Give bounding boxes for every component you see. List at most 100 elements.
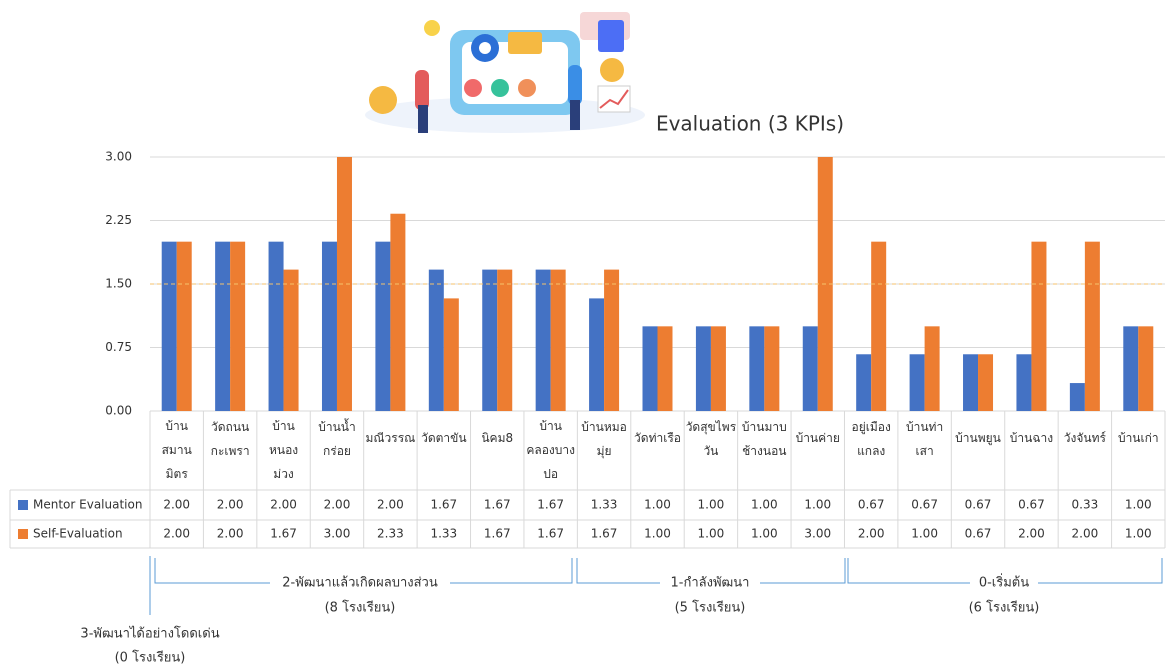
bar bbox=[978, 354, 994, 411]
table-value: 0.67 bbox=[1018, 498, 1045, 512]
bar bbox=[321, 241, 337, 411]
table-value: 1.33 bbox=[591, 498, 618, 512]
group-label: 1-กำลังพัฒนา bbox=[671, 576, 750, 591]
bar bbox=[749, 326, 765, 411]
y-tick-label: 1.50 bbox=[105, 277, 132, 291]
bar bbox=[1138, 326, 1154, 411]
bar bbox=[375, 241, 391, 411]
bar bbox=[215, 241, 231, 411]
table-value: 2.00 bbox=[1072, 527, 1099, 541]
x-tick-label: วัดท่าเรือ bbox=[634, 431, 681, 445]
table-value: 1.00 bbox=[911, 527, 938, 541]
table-value: 1.67 bbox=[430, 498, 457, 512]
bar bbox=[497, 269, 513, 411]
bar bbox=[1084, 241, 1100, 411]
x-tick-label: บ้านค่าย bbox=[796, 431, 840, 445]
table-value: 1.67 bbox=[270, 527, 297, 541]
table-value: 3.00 bbox=[324, 527, 351, 541]
bar bbox=[161, 241, 177, 411]
group-count: (0 โรงเรียน) bbox=[115, 650, 186, 666]
bar bbox=[550, 269, 566, 411]
x-tick-label: อยู่เมืองแกลง bbox=[852, 420, 891, 458]
y-tick-label: 2.25 bbox=[105, 213, 132, 227]
table-value: 1.00 bbox=[751, 498, 778, 512]
bar bbox=[230, 241, 246, 411]
table-value: 1.00 bbox=[804, 498, 831, 512]
bar bbox=[1069, 383, 1085, 411]
group-label: 3-พัฒนาได้อย่างโดดเด่น bbox=[80, 626, 219, 642]
table-value: 1.33 bbox=[430, 527, 457, 541]
table-value: 1.00 bbox=[1125, 527, 1152, 541]
table-value: 2.00 bbox=[270, 498, 297, 512]
table-value: 2.00 bbox=[858, 527, 885, 541]
table-value: 1.67 bbox=[484, 498, 511, 512]
group-count: (5 โรงเรียน) bbox=[675, 600, 746, 616]
bar bbox=[604, 269, 620, 411]
group-label: 0-เริ่มต้น bbox=[979, 574, 1029, 591]
x-tick-label: บ้านพยูน bbox=[955, 431, 1001, 446]
bar bbox=[443, 298, 459, 411]
bar bbox=[871, 241, 887, 411]
x-tick-label: บ้านหมอมุ่ย bbox=[581, 420, 627, 459]
table-value: 0.33 bbox=[1072, 498, 1099, 512]
bar bbox=[336, 157, 352, 411]
table-value: 1.00 bbox=[644, 498, 671, 512]
table-value: 1.67 bbox=[484, 527, 511, 541]
bar bbox=[657, 326, 673, 411]
bar bbox=[856, 354, 872, 411]
x-tick-label: บ้านสมานมิตร bbox=[162, 419, 192, 481]
table-value: 2.00 bbox=[377, 498, 404, 512]
table-value: 2.33 bbox=[377, 527, 404, 541]
bar bbox=[390, 213, 406, 411]
y-tick-label: 3.00 bbox=[105, 150, 132, 164]
bar bbox=[695, 326, 711, 411]
bar bbox=[428, 269, 444, 411]
table-value: 2.00 bbox=[163, 498, 190, 512]
table-value: 1.00 bbox=[751, 527, 778, 541]
bar bbox=[963, 354, 979, 411]
table-value: 0.67 bbox=[858, 498, 885, 512]
table-value: 2.00 bbox=[217, 498, 244, 512]
x-tick-label: บ้านเก่า bbox=[1118, 431, 1159, 445]
bar bbox=[268, 241, 284, 411]
table-value: 1.67 bbox=[537, 527, 564, 541]
table-value: 2.00 bbox=[217, 527, 244, 541]
bar bbox=[642, 326, 658, 411]
bar bbox=[1016, 354, 1032, 411]
x-tick-label: มณีวรรณ bbox=[365, 431, 415, 445]
x-tick-label: บ้านหนองม่วง bbox=[269, 419, 298, 481]
table-value: 0.67 bbox=[911, 498, 938, 512]
x-tick-label: บ้านมาบช้างนอน bbox=[742, 420, 787, 458]
legend-swatch bbox=[18, 500, 28, 510]
bar bbox=[482, 269, 498, 411]
illustration bbox=[365, 12, 645, 133]
chart-title: Evaluation (3 KPIs) bbox=[656, 112, 844, 136]
legend-label: Mentor Evaluation bbox=[33, 498, 142, 512]
table-value: 2.00 bbox=[163, 527, 190, 541]
legend-swatch bbox=[18, 529, 28, 539]
table-value: 1.00 bbox=[698, 527, 725, 541]
bar bbox=[283, 269, 299, 411]
table-value: 1.67 bbox=[591, 527, 618, 541]
x-tick-label: นิคม8 bbox=[481, 431, 513, 445]
x-tick-label: วัดถนนกะเพรา bbox=[211, 420, 250, 458]
table-value: 1.00 bbox=[644, 527, 671, 541]
bar bbox=[909, 354, 925, 411]
bar bbox=[802, 326, 818, 411]
table-value: 2.00 bbox=[324, 498, 351, 512]
y-tick-label: 0.75 bbox=[105, 340, 132, 354]
group-label: 2-พัฒนาแล้วเกิดผลบางส่วน bbox=[282, 576, 438, 591]
table-value: 1.00 bbox=[1125, 498, 1152, 512]
table-value: 0.67 bbox=[965, 498, 992, 512]
table-value: 1.00 bbox=[698, 498, 725, 512]
bar bbox=[710, 326, 726, 411]
bar bbox=[1031, 241, 1047, 411]
table-value: 1.67 bbox=[537, 498, 564, 512]
bar bbox=[764, 326, 780, 411]
bar bbox=[924, 326, 940, 411]
x-tick-label: บ้านน้ำกร่อย bbox=[318, 418, 356, 458]
x-tick-label: วัดตาขัน bbox=[421, 431, 466, 445]
legend-label: Self-Evaluation bbox=[33, 527, 123, 541]
group-count: (8 โรงเรียน) bbox=[325, 600, 396, 616]
